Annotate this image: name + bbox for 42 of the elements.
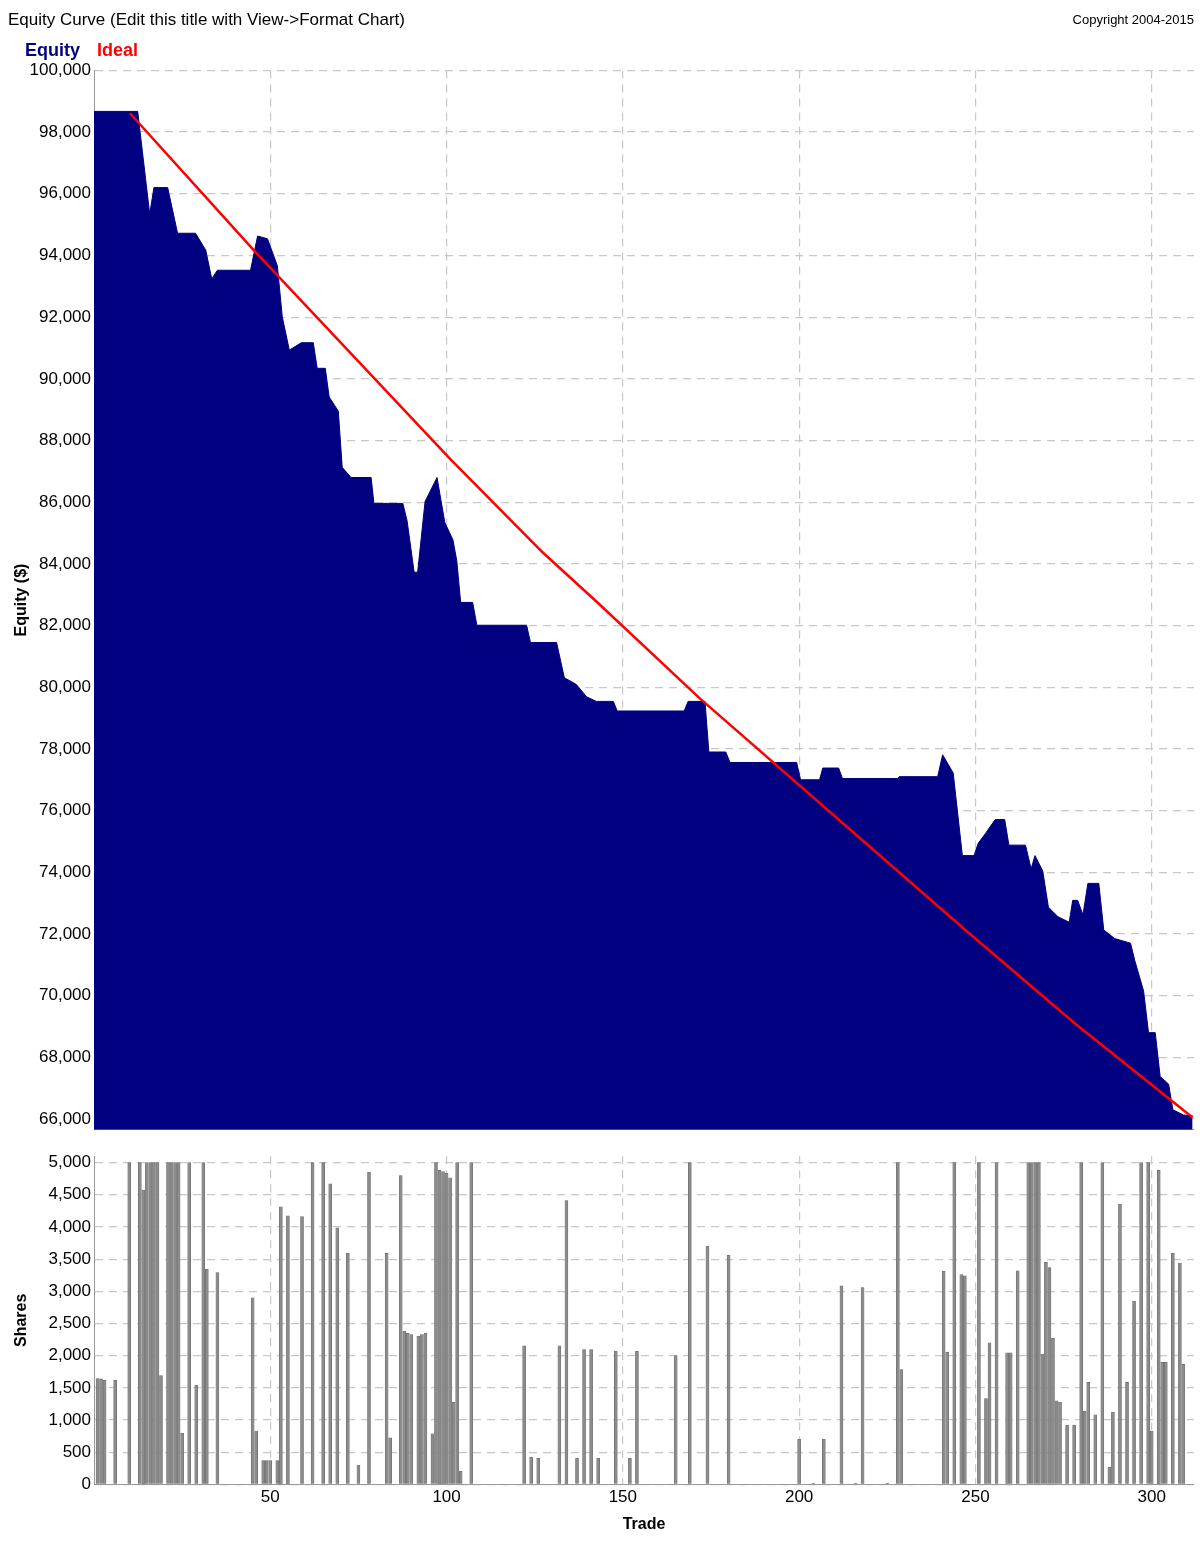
y-tick-label: 1,000	[48, 1409, 91, 1429]
y-tick-label: 0	[81, 1474, 91, 1494]
y-tick-label: 4,500	[48, 1184, 91, 1204]
text: Copyright 2004-2015	[1072, 12, 1194, 28]
x-tick-label: 250	[961, 1487, 990, 1507]
y-tick-label: 80,000	[39, 676, 91, 696]
y-tick-label: 2,500	[48, 1313, 91, 1333]
y-tick-label: 96,000	[39, 183, 91, 203]
y-tick-label: 88,000	[39, 430, 91, 450]
y-tick-label: 72,000	[39, 923, 91, 943]
y-tick-label: 100,000	[29, 60, 91, 80]
y-tick-label: 4,000	[48, 1216, 91, 1236]
x-tick-label: 300	[1137, 1487, 1166, 1507]
y-tick-label: 500	[62, 1441, 91, 1461]
y-tick-label: 92,000	[39, 306, 91, 326]
y-tick-label: 76,000	[39, 800, 91, 820]
chart-title: Equity Curve (Edit this title with View->Format Chart)	[8, 9, 405, 29]
text: Equity	[25, 40, 81, 61]
y-tick-label: 2,000	[48, 1345, 91, 1365]
y-axis-title: Shares	[12, 1293, 30, 1347]
y-tick-label: 68,000	[39, 1047, 91, 1067]
x-tick-label: 50	[260, 1487, 280, 1507]
y-tick-label: 90,000	[39, 368, 91, 388]
y-tick-label: 5,000	[48, 1152, 91, 1172]
y-tick-label: 82,000	[39, 615, 91, 635]
x-axis-title: Trade	[622, 1514, 666, 1532]
text: Ideal	[97, 40, 139, 61]
y-axis-title: Equity ($)	[12, 563, 30, 637]
y-tick-label: 98,000	[39, 121, 91, 141]
y-tick-label: 84,000	[39, 553, 91, 573]
x-tick-label: 150	[608, 1487, 638, 1507]
y-tick-label: 3,500	[48, 1248, 91, 1268]
y-tick-label: 3,000	[48, 1281, 91, 1301]
y-tick-label: 94,000	[39, 245, 91, 265]
y-tick-label: 70,000	[39, 985, 91, 1005]
y-tick-label: 86,000	[39, 491, 91, 511]
y-tick-label: 1,500	[48, 1377, 91, 1397]
y-tick-label: 74,000	[39, 861, 91, 881]
x-tick-label: 100	[432, 1487, 461, 1507]
y-tick-label: 78,000	[39, 738, 91, 758]
y-tick-label: 66,000	[39, 1108, 91, 1128]
x-tick-label: 200	[784, 1487, 814, 1507]
